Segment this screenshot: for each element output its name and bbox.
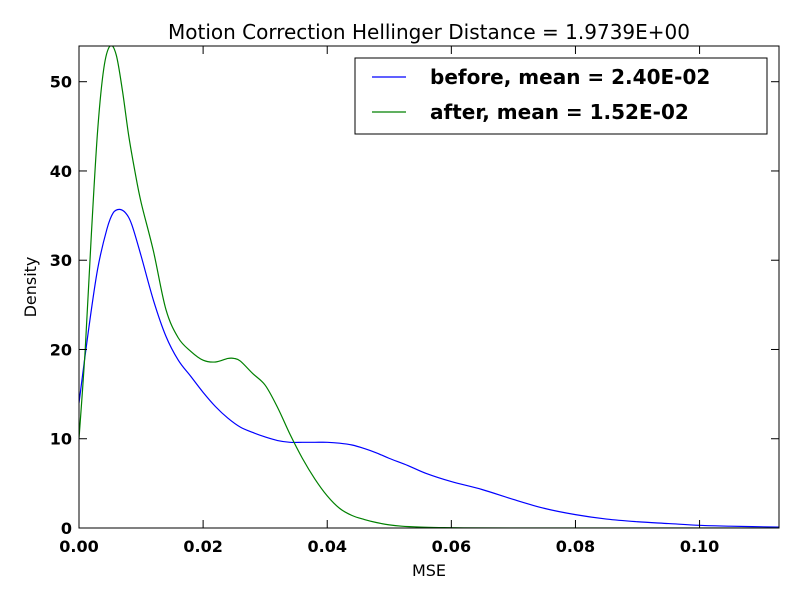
legend: before, mean = 2.40E-02 after, mean = 1.5…: [354, 57, 768, 135]
legend-label-before: before, mean = 2.40E-02: [430, 65, 710, 89]
x-axis-label: MSE: [412, 561, 446, 580]
y-tick-label: 50: [50, 73, 72, 92]
y-tick-label: 10: [50, 430, 72, 449]
y-axis: 0 10 20 30 40 50: [50, 73, 779, 538]
chart-title: Motion Correction Hellinger Distance = 1…: [168, 20, 690, 44]
y-tick-label: 30: [50, 251, 72, 270]
y-axis-label: Density: [21, 257, 40, 318]
x-tick-label: 0.02: [183, 537, 222, 556]
x-tick-label: 0.04: [307, 537, 346, 556]
legend-label-after: after, mean = 1.52E-02: [430, 100, 689, 124]
x-tick-label: 0.06: [432, 537, 471, 556]
series-line-before: [79, 208, 779, 528]
x-tick-label: 0.08: [556, 537, 595, 556]
series-layer: [79, 46, 779, 528]
x-tick-label: 0.10: [680, 537, 719, 556]
series-line-after: [79, 46, 779, 528]
y-tick-label: 40: [50, 162, 72, 181]
x-tick-label: 0.00: [59, 537, 98, 556]
y-tick-label: 0: [61, 519, 72, 538]
x-axis: 0.00 0.02 0.04 0.06 0.08 0.10: [59, 46, 719, 556]
y-tick-label: 20: [50, 340, 72, 359]
legend-box: [354, 57, 768, 135]
plot-frame: [78, 45, 780, 529]
